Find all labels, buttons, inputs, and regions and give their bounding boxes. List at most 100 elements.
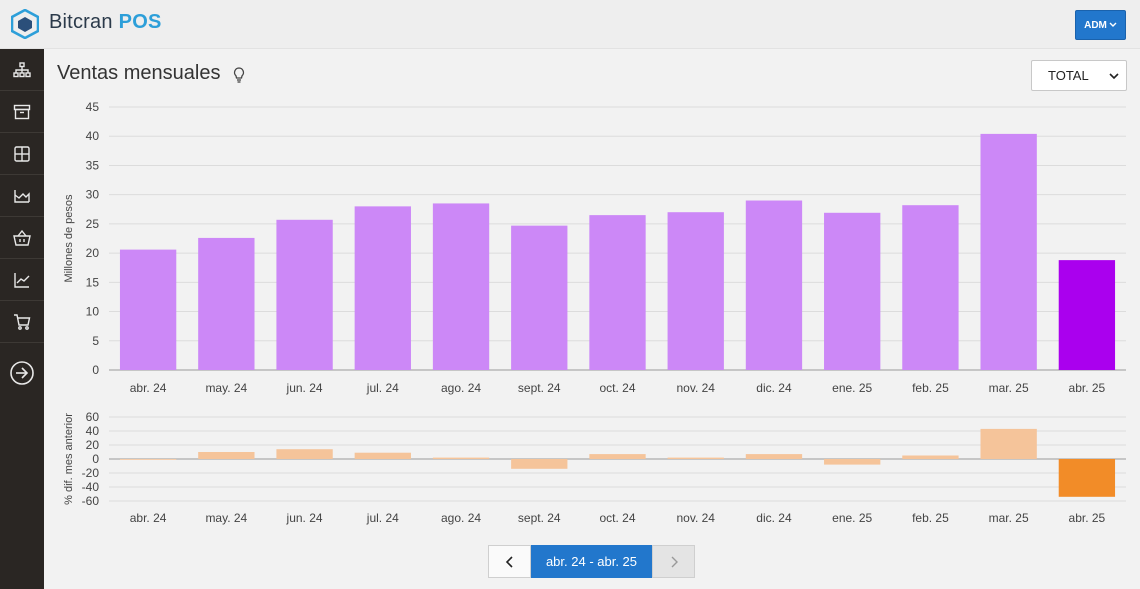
- sitemap-icon: [13, 61, 31, 77]
- x-tick-label: abr. 25: [1069, 511, 1106, 525]
- x-tick-label: mar. 25: [989, 511, 1029, 525]
- y-tick-label: 25: [86, 217, 100, 231]
- bar-abr-24: [119, 459, 177, 460]
- y-tick-label: 40: [86, 424, 100, 438]
- total-filter-value: TOTAL: [1048, 68, 1089, 83]
- bar-ago-24: [432, 203, 490, 370]
- bar-ago-24: [432, 457, 490, 459]
- y-tick-label: -40: [82, 480, 100, 494]
- bar-mar-25: [980, 428, 1037, 459]
- bar-feb-25: [902, 455, 959, 459]
- x-tick-label: nov. 24: [676, 511, 715, 525]
- arrow-right-circle-icon: [10, 361, 34, 385]
- bar-nov-24: [667, 457, 724, 459]
- bar-sept-24: [511, 459, 568, 469]
- bar-jun-24: [276, 219, 333, 370]
- x-tick-label: dic. 24: [756, 511, 792, 525]
- x-tick-label: nov. 24: [676, 381, 715, 395]
- x-tick-label: abr. 24: [130, 511, 167, 525]
- lightbulb-icon[interactable]: [232, 66, 246, 84]
- shopping-cart-icon: [14, 313, 31, 330]
- factory-icon: [14, 189, 30, 203]
- sidebar-item-sales[interactable]: [0, 301, 44, 343]
- prev-period-button[interactable]: [488, 545, 531, 578]
- bar-nov-24: [667, 212, 724, 370]
- x-tick-label: feb. 25: [912, 511, 949, 525]
- basket-icon: [13, 229, 31, 246]
- current-period-button[interactable]: abr. 24 - abr. 25: [531, 545, 652, 578]
- x-tick-label: abr. 24: [130, 381, 167, 395]
- brand-name: Bitcran: [49, 11, 113, 33]
- chevron-right-icon: [671, 556, 678, 567]
- next-period-button[interactable]: [652, 545, 695, 578]
- y-tick-label: 0: [92, 452, 99, 466]
- sidebar-expand-button[interactable]: [0, 353, 44, 393]
- bar-dic-24: [745, 454, 803, 459]
- y-tick-label: 10: [86, 305, 100, 319]
- x-tick-label: sept. 24: [518, 511, 561, 525]
- y-tick-label: -60: [82, 494, 100, 508]
- y-axis-title: Millones de pesos: [63, 194, 75, 283]
- x-tick-label: abr. 25: [1069, 381, 1106, 395]
- y-tick-label: 45: [86, 100, 100, 114]
- y-tick-label: 5: [92, 334, 99, 348]
- y-tick-label: 30: [86, 188, 100, 202]
- period-pagination: abr. 24 - abr. 25: [488, 545, 695, 578]
- chevron-left-icon: [505, 555, 513, 568]
- total-filter-select[interactable]: TOTAL: [1031, 60, 1127, 91]
- bar-dic-24: [745, 200, 803, 370]
- bar-abr-25: [1058, 260, 1116, 370]
- y-tick-label: 40: [86, 129, 100, 143]
- bar-jul-24: [354, 206, 411, 370]
- y-tick-label: 35: [86, 158, 100, 172]
- sidebar-item-production[interactable]: [0, 175, 44, 217]
- bar-may-24: [198, 452, 255, 459]
- bar-may-24: [198, 237, 255, 370]
- x-tick-label: may. 24: [205, 381, 247, 395]
- bar-sept-24: [511, 225, 568, 370]
- y-tick-label: 60: [86, 410, 100, 424]
- x-tick-label: jun. 24: [286, 381, 323, 395]
- x-tick-label: jun. 24: [286, 511, 323, 525]
- y-tick-label: 0: [92, 363, 99, 377]
- grid-icon: [14, 145, 30, 162]
- bar-oct-24: [589, 215, 646, 370]
- bar-ene-25: [824, 459, 881, 465]
- line-chart-icon: [14, 272, 30, 288]
- x-tick-label: mar. 25: [989, 381, 1029, 395]
- sidebar-item-organization[interactable]: [0, 49, 44, 91]
- sales-charts: 0 5 10 15 20 25 30 35 40 45 abr. 24 may. 24 jun. 24 j…: [63, 100, 1126, 525]
- bar-jun-24: [276, 449, 333, 459]
- x-tick-label: jul. 24: [366, 511, 399, 525]
- x-tick-label: oct. 24: [599, 381, 635, 395]
- y-tick-label: 15: [86, 275, 100, 289]
- top-bar: Bitcran POS ADM: [0, 0, 1140, 49]
- bar-jul-24: [354, 452, 411, 459]
- sidebar-item-reports[interactable]: [0, 259, 44, 301]
- x-tick-label: dic. 24: [756, 381, 792, 395]
- x-tick-label: ene. 25: [832, 381, 872, 395]
- monthly-sales-chart: 0 5 10 15 20 25 30 35 40 45 abr. 24 may. 24 jun. 24 j…: [63, 100, 1126, 395]
- user-menu-label: ADM: [1084, 19, 1107, 31]
- x-tick-label: jul. 24: [366, 381, 399, 395]
- bar-feb-25: [902, 205, 959, 370]
- chevron-down-icon: [1109, 22, 1117, 27]
- sidebar-item-tables[interactable]: [0, 133, 44, 175]
- x-tick-label: ene. 25: [832, 511, 872, 525]
- user-menu-button[interactable]: ADM: [1075, 10, 1126, 40]
- sidebar-item-purchases[interactable]: [0, 217, 44, 259]
- bar-ene-25: [824, 212, 881, 370]
- y-tick-label: 20: [86, 438, 100, 452]
- y-axis-title: % dif. mes anterior: [63, 413, 75, 505]
- x-tick-label: ago. 24: [441, 381, 481, 395]
- page-title: Ventas mensuales: [57, 62, 221, 84]
- bitcran-logo-icon: [11, 9, 39, 39]
- sidebar-item-inventory[interactable]: [0, 91, 44, 133]
- brand[interactable]: Bitcran POS: [49, 11, 162, 34]
- bar-abr-25: [1058, 459, 1116, 497]
- x-tick-label: oct. 24: [599, 511, 635, 525]
- bar-oct-24: [589, 454, 646, 459]
- bar-mar-25: [980, 133, 1037, 370]
- main-content: Ventas mensuales TOTAL 0 5 10 15 20 25 30 35 40 4…: [44, 49, 1140, 589]
